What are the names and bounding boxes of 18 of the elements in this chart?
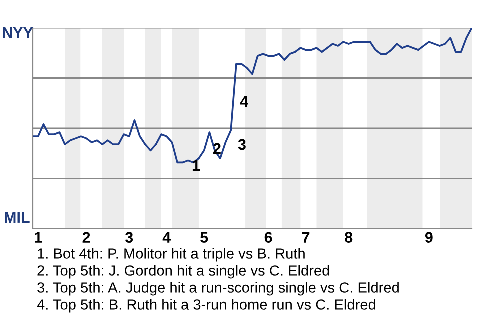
x-tick-label: 3 bbox=[125, 232, 134, 244]
annotation: 1 bbox=[192, 160, 200, 171]
x-tick-label: 8 bbox=[345, 232, 353, 243]
x-tick-label: 2 bbox=[82, 232, 90, 243]
annotation: 4 bbox=[240, 96, 248, 107]
x-tick-label: 9 bbox=[425, 232, 433, 243]
text: MIL bbox=[5, 212, 30, 223]
annotation: NYY bbox=[3, 27, 34, 38]
x-tick-label: 1 bbox=[35, 232, 42, 243]
text: 4. Top 5th: B. Ruth hit a 3-run home run vs C. Eldred bbox=[37, 299, 376, 313]
x-tick-label: 5 bbox=[200, 232, 208, 243]
x-tick-label: 7 bbox=[302, 232, 310, 243]
x-tick-label: 6 bbox=[264, 232, 272, 243]
text: 2. Top 5th: J. Gordon hit a single vs C. Eldred bbox=[38, 265, 330, 279]
text: 3. Top 5th: A. Judge hit a run-scoring single vs C. Eldred bbox=[38, 282, 399, 296]
text: 1. Bot 4th: P. Molitor hit a triple vs B. Ruth bbox=[38, 248, 305, 262]
x-tick-label: 4 bbox=[162, 232, 172, 243]
annotation: 3 bbox=[238, 139, 246, 150]
